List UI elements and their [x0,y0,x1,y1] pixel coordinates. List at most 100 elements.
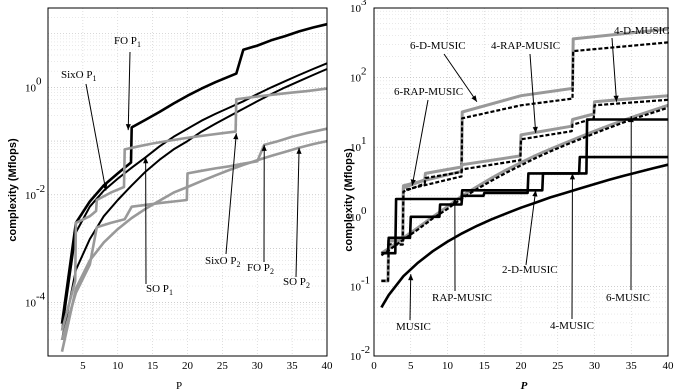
annotation-label-subscript: 2 [306,281,310,290]
left-x-tick-labels: 5 10 15 20 25 30 35 40 [80,360,333,372]
right-x-axis-label: P [521,380,528,392]
x-tick-label: 10 [112,360,124,372]
annotation-arrow-line [443,53,478,103]
y-tick-label: 10-2 [25,183,45,202]
y-tick-label: 100 [350,205,367,224]
series-line-2-d-music [381,118,668,255]
y-tick-base: 10 [350,212,362,224]
annotation-arrowhead [261,144,267,151]
annotation-music: MUSIC [396,274,431,333]
series-line-so-p2 [60,139,328,352]
annotation-sixo-p2: SixO P2 [205,133,241,269]
annotation-arrowhead [233,133,239,140]
annotation-fo-p1: FO P1 [114,35,141,131]
left-y-axis-label: complexity (Mflops) [7,138,19,242]
x-tick-label: 15 [479,360,491,372]
annotation-label-main: 2-D-MUSIC [502,264,558,276]
annotation-arrowhead [102,184,108,191]
y-tick-base: 10 [350,281,362,293]
y-tick-label: 101 [350,135,367,154]
series-line-sixo-p2 [60,87,328,331]
y-tick-label: 100 [25,75,42,94]
y-tick-exponent: -2 [361,344,370,356]
annotation-label: FO P2 [247,262,274,276]
series-line-fo-p1 [60,22,328,324]
annotation-label: 4-MUSIC [550,320,594,332]
annotation-label: MUSIC [396,321,431,333]
annotation-4-rap-music: 4-RAP-MUSIC [491,40,560,134]
x-tick-label: 30 [252,360,264,372]
y-tick-exponent: 3 [361,0,367,8]
y-tick-label: 103 [350,0,367,15]
y-tick-label: 10-4 [25,290,46,309]
annotation-so-p1: SO P1 [143,157,173,297]
x-tick-label: 30 [589,360,601,372]
annotation-arrowhead [532,190,538,197]
annotation-arrow-line [409,274,412,321]
annotation-arrowhead [628,116,634,123]
annotation-4-music: 4-MUSIC [550,173,594,332]
y-tick-exponent: 1 [361,135,367,147]
y-tick-exponent: 2 [361,66,367,78]
annotation-arrowhead [410,179,416,186]
annotation-6-music: 6-MUSIC [606,116,650,304]
annotation-arrowhead [532,126,538,133]
y-tick-label: 10-2 [350,344,370,363]
annotation-label: 2-D-MUSIC [502,264,558,276]
y-tick-exponent: -4 [36,290,46,302]
annotation-arrowhead [569,173,575,180]
series-line-4-music [380,106,669,257]
annotation-arrowhead [471,95,477,102]
annotation-sixo-p1: SixO P1 [61,69,108,191]
y-tick-exponent: 0 [361,205,367,217]
left-plot-frame [47,7,328,357]
annotation-label-main: FO P [114,35,137,47]
annotation-label: 4-D-MUSIC [614,25,670,37]
right-chart: 4-D-MUSIC 6-D-MUSIC 4-RAP-MUSIC 6-RAP-MUSIC… [343,0,674,392]
left-x-axis-label: P [176,380,182,392]
annotation-arrow-line [611,37,618,102]
annotation-arrow-line [411,99,429,186]
x-tick-label: 35 [287,360,299,372]
y-tick-base: 10 [350,3,362,15]
y-tick-base: 10 [25,297,37,309]
annotation-label: 6-RAP-MUSIC [394,86,463,98]
annotation-arrowhead [408,274,414,281]
annotation-label: 6-D-MUSIC [410,40,466,52]
y-tick-label: 10-1 [350,274,370,293]
annotation-label: RAP-MUSIC [432,292,492,304]
x-tick-label: 40 [663,360,675,372]
x-tick-label: 0 [371,360,377,372]
annotation-label-subscript: 1 [137,40,141,49]
annotation-label-main: FO P [247,262,270,274]
annotation-arrow-line [225,133,237,255]
annotation-label-main: 6-MUSIC [606,292,650,304]
annotation-label-main: 4-RAP-MUSIC [491,40,560,52]
x-tick-label: 20 [516,360,528,372]
annotation-2-d-music: 2-D-MUSIC [502,190,558,276]
annotation-arrow-line [127,51,131,131]
annotation-arrow-line [295,147,300,278]
annotation-fo-p2: FO P2 [247,144,274,276]
annotation-4-d-music: 4-D-MUSIC [611,25,670,102]
annotation-arrowhead [125,124,131,131]
annotation-label: SO P1 [146,283,173,297]
x-tick-label: 5 [408,360,414,372]
x-tick-label: 5 [80,360,86,372]
annotation-label-main: SO P [146,283,169,295]
annotation-label: FO P1 [114,35,141,49]
series-line-music [380,163,669,309]
annotation-label: 6-MUSIC [606,292,650,304]
y-tick-exponent: -2 [36,183,45,195]
annotation-label-main: SO P [283,276,306,288]
x-tick-label: 15 [147,360,159,372]
y-tick-base: 10 [350,142,362,154]
annotation-label: SixO P1 [61,69,97,83]
annotation-arrowhead [296,147,302,154]
y-tick-label: 102 [350,66,367,85]
annotation-arrowhead [452,198,458,205]
annotation-label-main: SixO P [205,255,237,267]
